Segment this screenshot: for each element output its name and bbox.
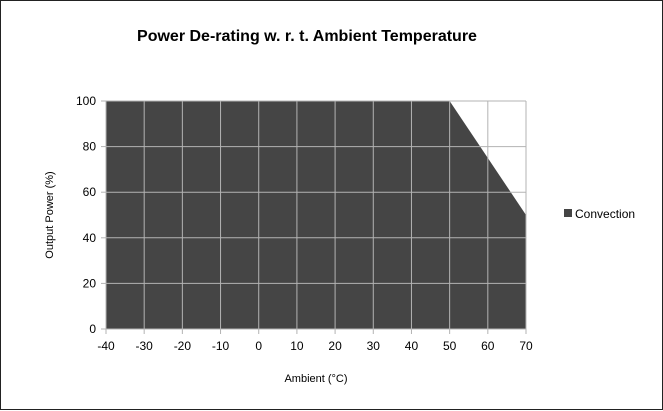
legend-label: Convection — [575, 207, 635, 221]
x-tick-label: 60 — [481, 339, 495, 353]
series-area-0 — [106, 101, 526, 329]
x-tick-label: -30 — [136, 339, 154, 353]
x-tick-label: -40 — [97, 339, 115, 353]
y-tick-label: 100 — [76, 94, 96, 108]
plot-area: -40 -30 -20 -10 0 10 20 30 40 50 60 70 0 20 40 60 80 100 — [76, 94, 533, 353]
x-tick-label: 10 — [290, 339, 304, 353]
x-tick-label: 40 — [405, 339, 419, 353]
y-tick-label: 40 — [83, 231, 97, 245]
legend: Convection — [564, 207, 635, 221]
y-tick-label: 20 — [83, 276, 97, 290]
y-axis-title: Output Power (%) — [44, 171, 56, 258]
y-tick-label: 0 — [89, 322, 96, 336]
x-tick-label: 0 — [255, 339, 262, 353]
x-tick-label: 50 — [443, 339, 457, 353]
chart-title: Power De-rating w. r. t. Ambient Tempera… — [137, 28, 477, 45]
x-tick-label: 30 — [367, 339, 381, 353]
x-tick-label: 70 — [519, 339, 533, 353]
y-tick-label: 60 — [83, 185, 97, 199]
legend-swatch — [564, 209, 572, 217]
y-tick-label: 80 — [83, 140, 97, 154]
x-tick-label: 20 — [328, 339, 342, 353]
x-tick-label: -10 — [212, 339, 230, 353]
x-axis-title: Ambient (°C) — [284, 373, 347, 385]
x-tick-label: -20 — [174, 339, 192, 353]
